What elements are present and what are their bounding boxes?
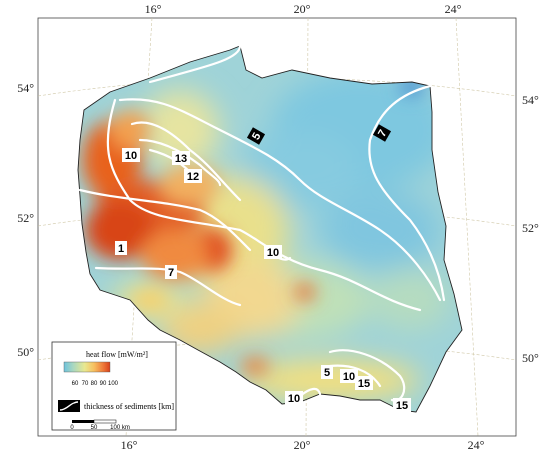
isoline-label: 13 xyxy=(172,151,190,165)
colorbar-tick-label: 60 xyxy=(72,381,79,387)
heat-flow-colorbar xyxy=(63,361,111,373)
scale-tick-label: 0 xyxy=(70,425,74,431)
svg-text:12: 12 xyxy=(187,171,199,183)
svg-text:5: 5 xyxy=(250,131,263,142)
colorbar-tick-label: 100 xyxy=(108,381,119,387)
svg-text:15: 15 xyxy=(358,378,370,390)
legend: heat flow [mW/m²] 60 70 80 90 100 thickn… xyxy=(51,341,177,431)
isoline-label: 10 xyxy=(264,245,282,259)
lon-label-top: 16° xyxy=(145,2,162,16)
svg-text:5: 5 xyxy=(324,367,330,379)
lat-label-right: 50° xyxy=(522,351,539,365)
svg-text:10: 10 xyxy=(267,247,279,259)
isoline-label: 10 xyxy=(122,148,140,162)
isoline-label: 5 xyxy=(321,365,333,379)
svg-text:1: 1 xyxy=(118,243,124,255)
isoline-label: 10 xyxy=(340,369,358,383)
sediments-label: thickness of sediments [km] xyxy=(84,402,174,411)
scale-tick-label: 50 xyxy=(91,425,98,431)
lat-label-left: 54° xyxy=(17,81,34,95)
lon-label-bottom: 16° xyxy=(121,438,138,452)
legend-box xyxy=(51,341,177,431)
lon-label-bottom: 24° xyxy=(468,438,485,452)
lon-label-bottom: 20° xyxy=(294,438,311,452)
isoline-label: 15 xyxy=(355,376,373,390)
isoline-label: 12 xyxy=(184,169,202,183)
lat-label-right: 54° xyxy=(522,93,539,107)
sediment-isolines xyxy=(78,44,446,402)
country-border xyxy=(77,45,463,413)
svg-text:15: 15 xyxy=(396,400,408,412)
lat-label-left: 50° xyxy=(17,345,34,359)
isoline-label: 5 xyxy=(246,127,266,145)
lat-label-right: 52° xyxy=(522,221,539,235)
isoline-label: 10 xyxy=(285,391,303,405)
isoline-label: 15 xyxy=(393,398,411,412)
isoline-label: 7 xyxy=(165,265,177,279)
sediment-symbol-line xyxy=(59,401,79,411)
lon-label-top: 20° xyxy=(294,2,311,16)
svg-text:10: 10 xyxy=(125,150,137,162)
svg-text:10: 10 xyxy=(288,393,300,405)
scale-tick-label: 100 km xyxy=(110,425,130,431)
colorbar-tick-label: 90 xyxy=(100,381,107,387)
colorbar-tick-label: 80 xyxy=(91,381,98,387)
colorbar-tick-label: 70 xyxy=(82,381,89,387)
lat-label-left: 52° xyxy=(17,211,34,225)
scale-bar: 0 50 100 km xyxy=(70,419,130,431)
isoline-labels: 5 7 10 13 12 1 10 7 xyxy=(115,124,411,412)
svg-text:7: 7 xyxy=(376,128,389,139)
heat-flow-title: heat flow [mW/m²] xyxy=(86,350,148,359)
svg-text:7: 7 xyxy=(168,267,174,279)
isoline-label: 1 xyxy=(115,241,127,255)
isoline-label: 7 xyxy=(372,124,392,142)
svg-text:10: 10 xyxy=(343,371,355,383)
lon-label-top: 24° xyxy=(445,2,462,16)
svg-text:13: 13 xyxy=(175,153,187,165)
